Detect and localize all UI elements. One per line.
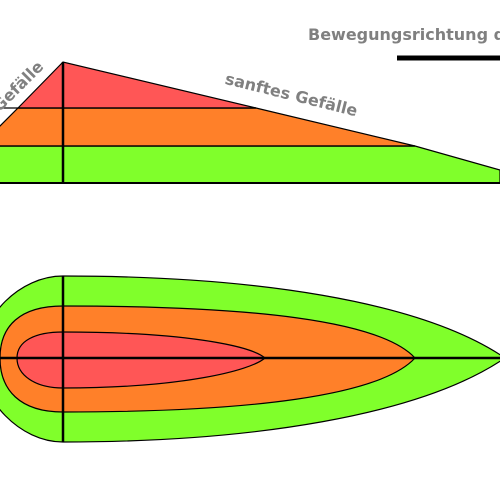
red-zone [16, 331, 266, 389]
profile-view [0, 61, 500, 184]
plan-view [0, 275, 500, 443]
green-layer [0, 145, 500, 184]
red-layer [16, 61, 257, 109]
direction-label: Bewegungsrichtung der [308, 25, 500, 44]
